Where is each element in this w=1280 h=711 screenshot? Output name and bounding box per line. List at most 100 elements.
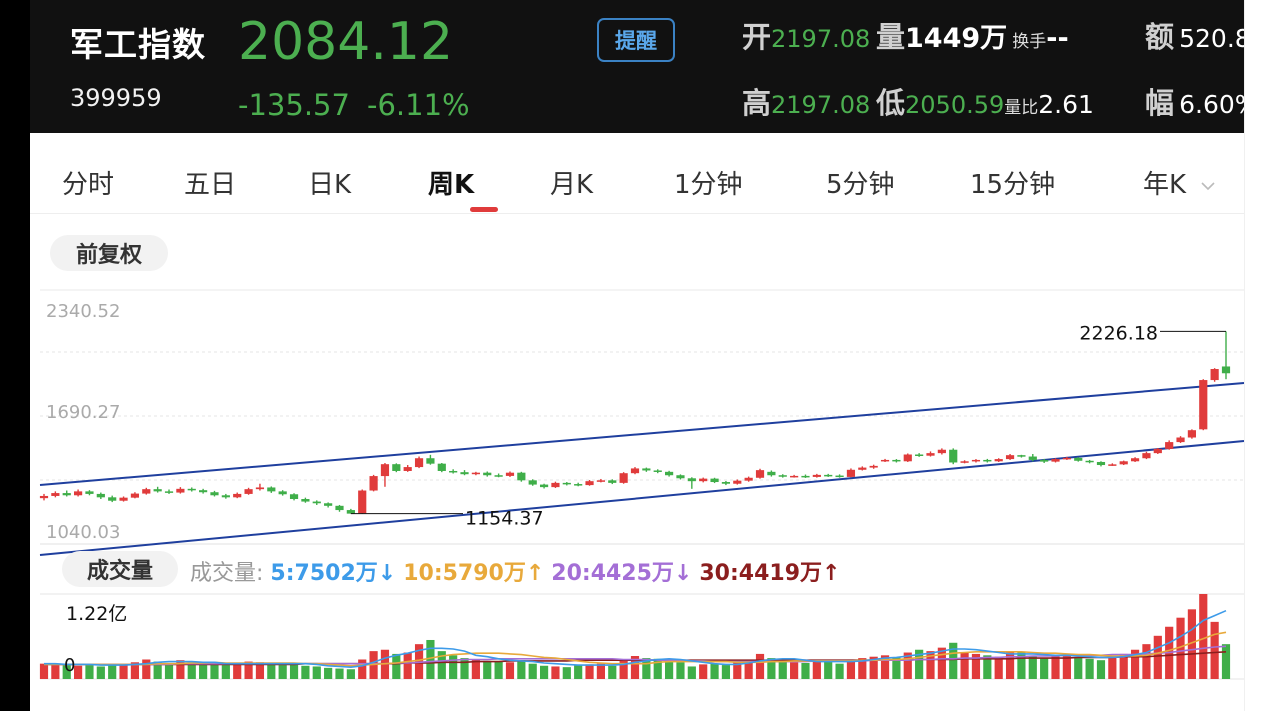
- tab-1min[interactable]: 1分钟: [674, 170, 743, 200]
- candle: [528, 480, 537, 485]
- active-tab-indicator: [470, 207, 498, 212]
- volume-bar: [1062, 653, 1071, 679]
- volume-bar: [824, 661, 833, 679]
- volume-bar: [62, 665, 71, 679]
- volume-bar: [335, 668, 344, 679]
- candle: [1165, 442, 1174, 449]
- candle: [574, 484, 583, 486]
- volume-bar: [505, 662, 515, 679]
- quote-header: 军工指数 399959 2084.12 -135.57 -6.11% 提醒 开2…: [30, 0, 1246, 133]
- candle: [392, 464, 401, 471]
- price-change-pct: -6.11%: [367, 88, 470, 122]
- tab-yearly-k[interactable]: 年K: [1143, 164, 1216, 201]
- volratio-label: 量比: [1004, 98, 1039, 118]
- candle: [824, 474, 833, 477]
- volume-indicator-button[interactable]: 成交量: [62, 551, 178, 587]
- volume-bar: [51, 664, 60, 679]
- volume-bar: [1085, 658, 1094, 679]
- volume-legend-prefix: 成交量:: [190, 561, 264, 586]
- right-edge: [1244, 0, 1280, 711]
- volume-bar: [392, 653, 401, 679]
- ma30-legend: 30:4419万↑: [699, 561, 841, 586]
- current-price: 2084.12: [238, 12, 454, 72]
- tab-intraday[interactable]: 分时: [62, 170, 115, 200]
- volume-bar: [676, 662, 685, 679]
- volume-bar: [585, 664, 594, 679]
- high-label: 高: [742, 86, 772, 120]
- tab-weekly-k[interactable]: 周K: [428, 170, 475, 200]
- candle: [85, 491, 94, 494]
- candle: [744, 477, 753, 481]
- candle: [983, 459, 992, 462]
- candle: [710, 478, 719, 483]
- tab-five-day[interactable]: 五日: [184, 170, 237, 200]
- candle: [199, 490, 208, 493]
- candle: [449, 470, 458, 473]
- candle: [74, 491, 83, 496]
- volume-bar: [630, 656, 640, 679]
- volume-bar: [1051, 655, 1060, 679]
- candle: [892, 459, 901, 462]
- volume-bar: [153, 661, 162, 679]
- volume-bar: [790, 662, 799, 679]
- candle: [403, 467, 412, 471]
- volume-bar: [358, 659, 367, 679]
- candle: [846, 469, 856, 477]
- volume-bar: [846, 659, 856, 679]
- volume-bar: [835, 663, 844, 679]
- volume-bar: [119, 665, 128, 679]
- volume-bar: [858, 658, 867, 679]
- open-value: 2197.08: [771, 25, 871, 53]
- candle: [562, 482, 571, 485]
- candle: [142, 489, 151, 494]
- candle: [755, 470, 765, 478]
- candle: [1221, 366, 1231, 374]
- volume-bar: [721, 665, 731, 679]
- candle: [346, 510, 355, 514]
- volume-bar: [1142, 644, 1151, 679]
- volume-bar: [539, 665, 549, 679]
- volume-ma5-line: [44, 609, 1227, 669]
- volume-bar: [801, 662, 810, 679]
- candle: [801, 475, 810, 478]
- volume-bar: [39, 663, 49, 679]
- volume-bar: [517, 660, 526, 679]
- volume-zero-label: 0: [64, 655, 75, 676]
- tab-5min[interactable]: 5分钟: [826, 170, 895, 200]
- tab-monthly-k[interactable]: 月K: [550, 170, 594, 200]
- volume-bar: [892, 657, 901, 679]
- candle: [244, 489, 253, 494]
- candle: [551, 482, 560, 488]
- candle: [494, 475, 503, 477]
- volume-bar: [1028, 656, 1037, 679]
- alert-button[interactable]: 提醒: [597, 18, 675, 62]
- volume-bar: [949, 642, 958, 679]
- candle: [915, 454, 924, 456]
- volume-bar: [255, 662, 265, 679]
- volume-bar: [199, 662, 208, 679]
- volume-bar: [312, 666, 321, 679]
- amplitude-value: 6.60%: [1179, 90, 1246, 119]
- min-price-label: 1154.37: [465, 508, 544, 530]
- volume-bar: [221, 665, 230, 679]
- candle: [869, 465, 878, 468]
- tab-daily-k[interactable]: 日K: [308, 170, 352, 200]
- volume-bar: [1096, 660, 1106, 679]
- tab-15min[interactable]: 15分钟: [970, 170, 1056, 200]
- volume-bar: [1187, 609, 1196, 679]
- volume-bar: [1005, 651, 1015, 679]
- volume-bar: [744, 659, 753, 679]
- volume-bar: [74, 665, 83, 679]
- candle: [426, 458, 435, 464]
- volume-bar: [1199, 594, 1208, 679]
- volume-bar: [937, 647, 946, 679]
- adjust-toggle[interactable]: 前复权: [50, 235, 168, 271]
- volume-bar: [1119, 653, 1128, 679]
- low-label: 低: [876, 86, 906, 120]
- low-value: 2050.59: [905, 91, 1005, 119]
- candle: [1005, 455, 1015, 460]
- candle: [358, 490, 367, 514]
- volume-value: 1449万: [905, 23, 1008, 54]
